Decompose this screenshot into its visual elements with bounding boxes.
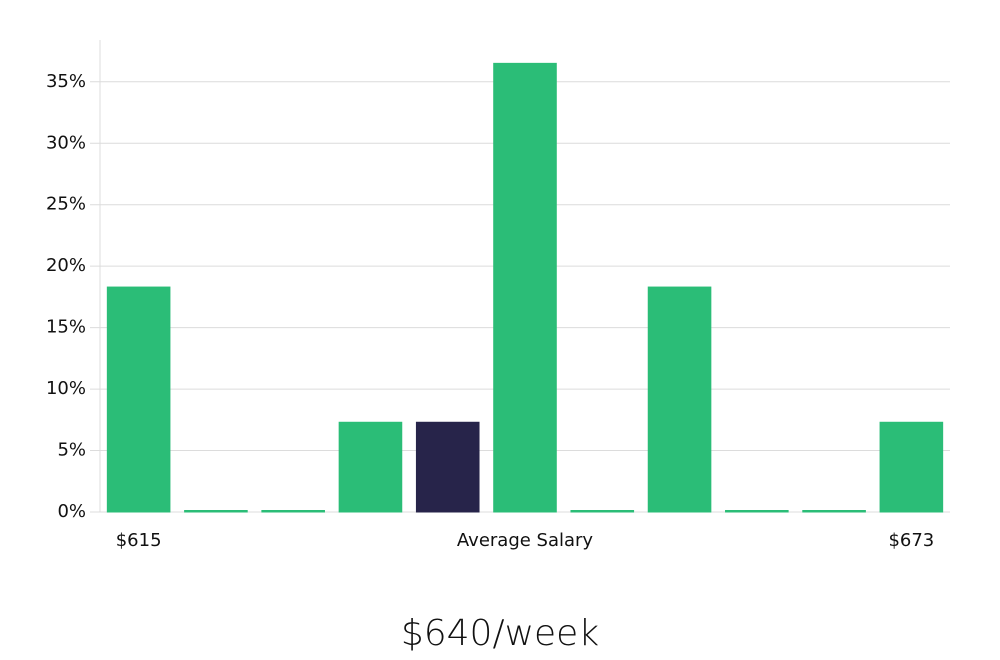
x-tick-label: $673 (888, 530, 934, 551)
bar (647, 286, 712, 513)
y-tick-label: 5% (57, 440, 86, 461)
x-tick-label: Average Salary (457, 530, 594, 551)
bar (338, 421, 403, 513)
bar (415, 421, 480, 513)
bar (879, 421, 944, 513)
x-tick-label: $615 (116, 530, 162, 551)
y-tick-label: 15% (46, 317, 86, 338)
y-tick-label: 10% (46, 378, 86, 399)
y-tick-label: 35% (46, 71, 86, 92)
y-tick-label: 20% (46, 255, 86, 276)
bar (493, 62, 557, 513)
y-tick-label: 25% (46, 194, 86, 215)
bar (261, 510, 325, 513)
bar (725, 510, 789, 513)
bar (184, 510, 248, 513)
y-tick-label: 0% (57, 501, 86, 522)
bar (106, 286, 171, 513)
chart-subtitle: $640/week (401, 613, 599, 654)
bar (570, 510, 635, 513)
bar (802, 510, 866, 513)
y-tick-label: 30% (46, 132, 86, 153)
